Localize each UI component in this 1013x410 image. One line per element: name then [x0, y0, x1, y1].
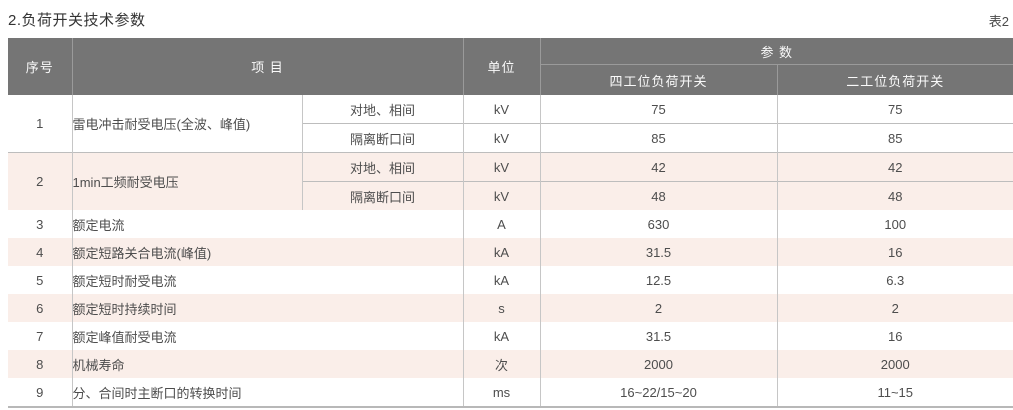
cell-value-four-position: 48: [539, 181, 777, 210]
header-index: 序号: [8, 38, 72, 95]
header-params: 参 数: [539, 38, 1013, 65]
cell-item: 额定短时持续时间: [71, 294, 463, 322]
cell-value-two-position: 16: [776, 322, 1013, 350]
cell-unit: kV: [462, 152, 540, 182]
cell-unit: kA: [462, 266, 540, 294]
cell-index: 6: [8, 294, 72, 322]
cell-unit: A: [462, 210, 540, 238]
cell-index: 9: [8, 378, 72, 408]
table-row: 6 额定短时持续时间 s 2 2: [8, 294, 1013, 322]
title-bar: 2.负荷开关技术参数 表2: [8, 6, 1009, 30]
cell-item: 额定短时耐受电流: [71, 266, 463, 294]
cell-index: 3: [8, 210, 72, 238]
header-item: 项 目: [71, 38, 463, 95]
table-row: 隔离断口间 kV 85 85: [8, 123, 1013, 153]
cell-subitem: 对地、相间: [301, 152, 463, 182]
header-two-position-switch: 二工位负荷开关: [776, 64, 1013, 95]
cell-value-two-position: 85: [776, 123, 1013, 153]
cell-item: 分、合间时主断口的转换时间: [71, 378, 463, 408]
cell-value-four-position: 75: [539, 95, 777, 124]
cell-unit: kV: [462, 181, 540, 210]
cell-item: 额定短路关合电流(峰值): [71, 238, 463, 266]
table-row: 9 分、合间时主断口的转换时间 ms 16~22/15~20 11~15: [8, 378, 1013, 408]
load-switch-parameters-table: 序号 项 目 单位 参 数 四工位负荷开关 二工位负荷开关 1 雷电冲击耐受电压…: [8, 38, 1013, 408]
cell-item: 额定电流: [71, 210, 463, 238]
header-row-sub: 四工位负荷开关 二工位负荷开关: [8, 64, 1013, 95]
cell-value-two-position: 11~15: [776, 378, 1013, 408]
cell-unit: s: [462, 294, 540, 322]
cell-value-two-position: 42: [776, 152, 1013, 182]
table-number-label: 表2: [988, 14, 1009, 29]
table-row: 7 额定峰值耐受电流 kA 31.5 16: [8, 322, 1013, 350]
header-unit: 单位: [462, 38, 540, 95]
table-row: 2 1min工频耐受电压 对地、相间 kV 42 42: [8, 152, 1013, 210]
cell-value-four-position: 12.5: [539, 266, 777, 294]
cell-value-two-position: 6.3: [776, 266, 1013, 294]
cell-value-two-position: 2000: [776, 350, 1013, 378]
cell-subitem: 隔离断口间: [301, 123, 463, 153]
cell-index: 5: [8, 266, 72, 294]
cell-item: 额定峰值耐受电流: [71, 322, 463, 350]
page-title: 2.负荷开关技术参数: [8, 12, 146, 29]
cell-value-two-position: 48: [776, 181, 1013, 210]
table-row: 8 机械寿命 次 2000 2000: [8, 350, 1013, 378]
table-row: 隔离断口间 kV 48 48: [8, 181, 1013, 210]
cell-index: 2: [8, 152, 72, 210]
cell-unit: 次: [462, 350, 540, 378]
cell-unit: kA: [462, 238, 540, 266]
cell-value-four-position: 85: [539, 123, 777, 153]
header-four-position-switch: 四工位负荷开关: [539, 64, 777, 95]
cell-index: 7: [8, 322, 72, 350]
cell-unit: kV: [462, 123, 540, 153]
table-row: 1 雷电冲击耐受电压(全波、峰值) 对地、相间 kV 75 75: [8, 95, 1013, 153]
cell-index: 4: [8, 238, 72, 266]
cell-value-four-position: 2: [539, 294, 777, 322]
cell-index: 1: [8, 95, 72, 153]
cell-subitem: 对地、相间: [301, 95, 463, 124]
cell-value-four-position: 42: [539, 152, 777, 182]
cell-unit: kV: [462, 95, 540, 124]
cell-item: 机械寿命: [71, 350, 463, 378]
cell-value-two-position: 16: [776, 238, 1013, 266]
cell-item: 雷电冲击耐受电压(全波、峰值): [71, 95, 302, 153]
header-row-top: 序号 项 目 单位 参 数: [8, 38, 1013, 95]
table-row: 3 额定电流 A 630 100: [8, 210, 1013, 238]
cell-subitem: 隔离断口间: [301, 181, 463, 210]
table-header: 序号 项 目 单位 参 数 四工位负荷开关 二工位负荷开关: [8, 38, 1013, 95]
cell-index: 8: [8, 350, 72, 378]
cell-value-four-position: 16~22/15~20: [539, 378, 777, 408]
table-row: 4 额定短路关合电流(峰值) kA 31.5 16: [8, 238, 1013, 266]
cell-value-two-position: 75: [776, 95, 1013, 124]
cell-unit: kA: [462, 322, 540, 350]
table-row: 5 额定短时耐受电流 kA 12.5 6.3: [8, 266, 1013, 294]
cell-item: 1min工频耐受电压: [71, 152, 302, 210]
cell-value-four-position: 31.5: [539, 238, 777, 266]
cell-value-two-position: 100: [776, 210, 1013, 238]
cell-value-four-position: 31.5: [539, 322, 777, 350]
cell-value-two-position: 2: [776, 294, 1013, 322]
cell-unit: ms: [462, 378, 540, 408]
cell-value-four-position: 630: [539, 210, 777, 238]
table-body: 1 雷电冲击耐受电压(全波、峰值) 对地、相间 kV 75 75 隔离断口间 k…: [8, 95, 1013, 408]
cell-value-four-position: 2000: [539, 350, 777, 378]
